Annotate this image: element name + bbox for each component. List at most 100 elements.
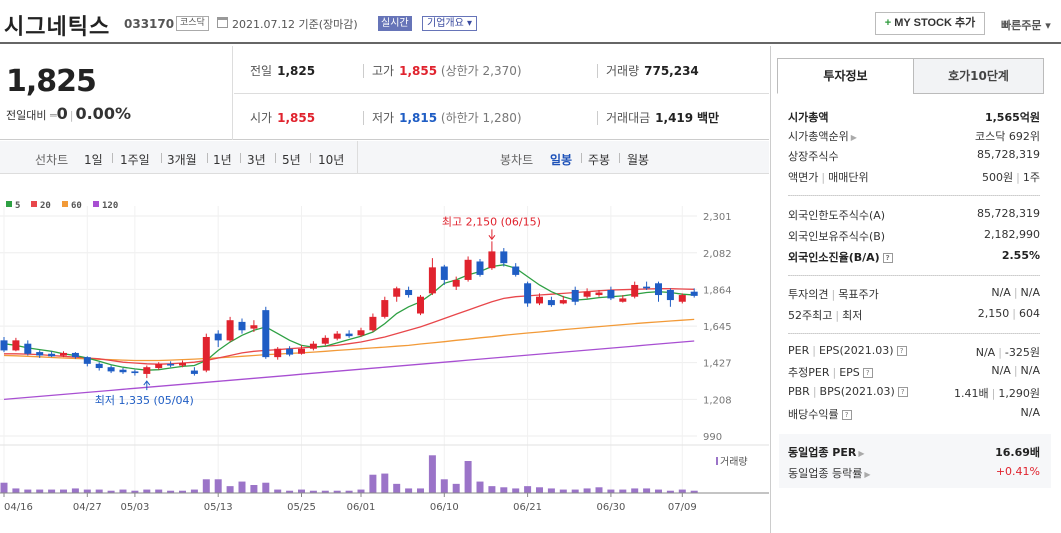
period-1d[interactable]: 1일	[84, 153, 103, 167]
add-my-stock-button[interactable]: + MY STOCK 추가	[875, 12, 985, 35]
current-price: 1,825	[6, 64, 97, 99]
help-icon[interactable]: ?	[897, 387, 908, 397]
volume-bar	[238, 481, 246, 493]
quick-order-button[interactable]: 빠른주문 ▾	[1001, 19, 1051, 32]
candle	[666, 290, 674, 301]
x-tick-label: 06/30	[596, 502, 625, 513]
period-daily[interactable]: 일봉	[550, 153, 573, 167]
period-monthly[interactable]: 월봉	[627, 153, 650, 167]
candle	[286, 348, 294, 355]
stock-code: 033170	[124, 17, 175, 31]
volume-bar	[83, 489, 91, 493]
volume-bar	[690, 490, 698, 493]
candle	[607, 290, 615, 299]
help-icon[interactable]: ?	[896, 346, 907, 356]
candle	[655, 283, 662, 296]
volume-bar	[309, 490, 317, 493]
listed-shares-row: 상장주식수 85,728,319	[788, 148, 1040, 163]
change-rate: 0.00%	[75, 104, 131, 123]
volume-bar	[643, 488, 651, 493]
period-weekly[interactable]: 주봉	[588, 153, 611, 167]
period-1w[interactable]: 1주일	[120, 153, 150, 167]
line-chart-label[interactable]: 선차트	[35, 153, 69, 167]
volume-bar	[321, 490, 329, 493]
legend-label-ma60: 60	[71, 201, 82, 211]
add-my-stock-label: MY STOCK 추가	[891, 17, 976, 29]
help-icon[interactable]: ?	[841, 410, 852, 420]
volume-bar	[345, 490, 353, 493]
sector-rate-row[interactable]: 동일업종 등락률 ▶ +0.41%	[788, 465, 1040, 480]
caret-right-icon: ▶	[864, 470, 871, 479]
ma20-line	[4, 288, 695, 365]
period-3m[interactable]: 3개월	[167, 153, 197, 167]
volume-bar	[381, 473, 389, 493]
candle	[12, 340, 20, 351]
volume-bar	[286, 490, 294, 493]
candle	[298, 348, 305, 354]
realtime-badge[interactable]: 실시간	[378, 16, 412, 31]
period-1y[interactable]: 1년	[213, 153, 232, 167]
turnover-value: 1,419	[655, 111, 694, 125]
volume-bar	[131, 490, 139, 493]
foreign-holding-row: 외국인보유주식수(B) 2,182,990	[788, 228, 1040, 243]
candle	[476, 261, 484, 275]
stock-header: 시그네틱스 033170 코스닥 2021.07.12 기준(장마감) 실시간 …	[0, 0, 1061, 44]
candle	[155, 363, 163, 369]
volume-bar	[369, 474, 377, 493]
market-cap-rank-row[interactable]: 시가총액순위 ▶ 코스닥 692위	[788, 130, 1040, 143]
candle-chart-label[interactable]: 봉차트	[500, 153, 534, 167]
candle	[71, 352, 79, 358]
volume-bar	[417, 488, 424, 493]
candle	[428, 267, 436, 294]
company-name: 시그네틱스	[4, 15, 111, 40]
annotation-arrow-head	[143, 380, 151, 386]
volume-bar	[214, 479, 222, 493]
high-cell: 고가 1,855 (상한가 2,370)	[372, 64, 522, 78]
candle	[107, 367, 115, 372]
candle	[524, 283, 532, 304]
candle	[357, 330, 365, 336]
foreign-ratio-row[interactable]: 외국인소진율(B/A)? 2.55%	[788, 249, 1040, 264]
tab-investment-info[interactable]: 투자정보	[777, 58, 914, 94]
price-chart[interactable]: 5 20 60 120 2,301 2,082 1,864 1,645 1,427 1,208 99…	[0, 175, 769, 533]
y-tick-label: 1,427	[703, 359, 732, 370]
candle	[583, 291, 591, 297]
candle	[547, 300, 555, 306]
volume-bar	[619, 489, 627, 493]
market-badge: 코스닥	[176, 16, 209, 31]
volume-bar	[500, 487, 508, 493]
volume-bar	[524, 486, 532, 493]
tab-order-book[interactable]: 호가10단계	[913, 58, 1044, 94]
price-change: 전일대비 ═0 | 0.00%	[6, 104, 131, 123]
volume-bar	[405, 488, 413, 493]
volume-bar	[559, 489, 567, 493]
volume-bar	[60, 489, 67, 493]
company-overview-dropdown[interactable]: 기업개요 ▾	[422, 16, 477, 31]
volume-bar	[607, 489, 615, 493]
x-tick-label: 06/21	[513, 502, 542, 513]
period-3y[interactable]: 3년	[247, 153, 266, 167]
volume-legend-swatch	[716, 457, 718, 465]
volume-value: 775,234	[644, 64, 699, 78]
y-tick-label: 1,208	[703, 395, 732, 406]
period-5y[interactable]: 5년	[282, 153, 301, 167]
candle	[536, 296, 543, 304]
period-10y[interactable]: 10년	[318, 153, 345, 167]
market-cap-row: 시가총액 1,565억원	[788, 111, 1040, 124]
candle	[417, 296, 424, 314]
side-tabs: 투자정보 호가10단계	[777, 58, 1057, 94]
date-text: 2021.07.12 기준(장마감)	[232, 18, 358, 31]
sector-per-row[interactable]: 동일업종 PER ▶ 16.69배	[788, 446, 1040, 459]
dividend-row: 배당수익률? N/A	[788, 406, 1040, 421]
volume-bar	[202, 479, 210, 493]
help-icon[interactable]: ?	[882, 253, 893, 263]
help-icon[interactable]: ?	[862, 368, 873, 378]
candle	[393, 288, 401, 297]
change-value: 0	[56, 104, 68, 123]
y-tick-label: 1,645	[703, 322, 732, 333]
volume-bar	[476, 481, 484, 493]
volume-bar	[595, 487, 603, 493]
chart-toolbar: 선차트 1일 1주일 3개월 1년 3년 5년 10년 봉차트 일봉 주봉 월봉	[0, 141, 769, 174]
prev-close-cell: 전일 1,825	[250, 64, 316, 78]
opinion-row: 투자의견 | 목표주가 N/A | N/A	[788, 286, 1040, 301]
